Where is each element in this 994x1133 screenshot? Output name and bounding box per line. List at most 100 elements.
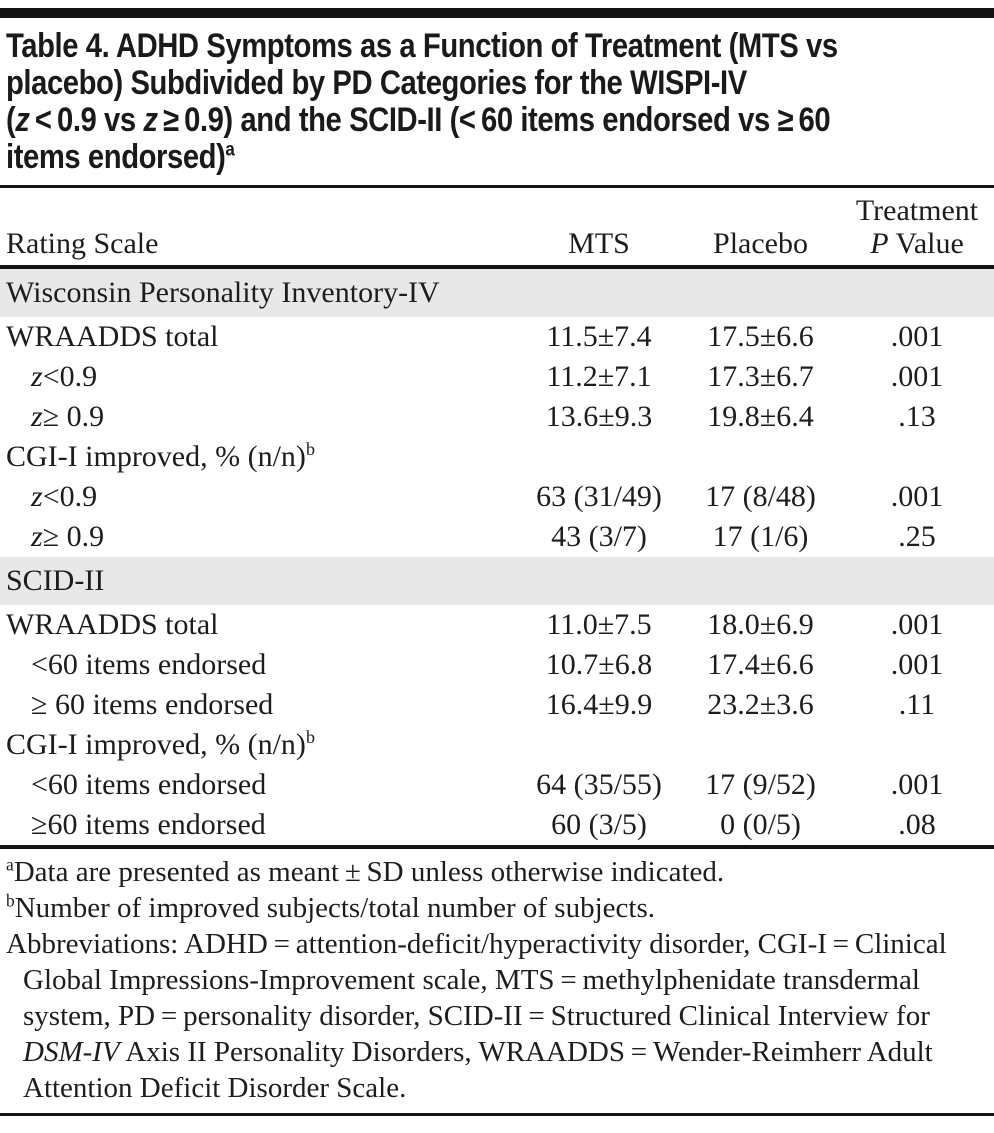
footnotes-divider: [0, 845, 994, 849]
cell-placebo: 0 (0/5): [720, 808, 801, 841]
cell-p-value: .13: [898, 400, 936, 433]
footnote-b: bNumber of improved subjects/total numbe…: [6, 890, 988, 926]
row-label: z≥ 0.9: [0, 397, 517, 437]
cell-mts: [517, 725, 681, 765]
cell-placebo: 17.3±6.7: [707, 360, 814, 393]
cell-p-value: [840, 725, 994, 765]
title-text: < 0.9 vs: [29, 101, 144, 139]
bottom-rule: [0, 1113, 994, 1116]
header-row: Rating Scale MTS Placebo Treatment P Val…: [0, 188, 994, 269]
title-text: items endorsed): [6, 138, 226, 176]
cell-placebo: 23.2±3.6: [707, 688, 814, 721]
table-row: WRAADDS total 11.0±7.5 18.0±6.9 .001: [0, 605, 994, 645]
column-header-placebo: Placebo: [681, 188, 840, 269]
column-header-mts: MTS: [517, 188, 681, 269]
cell-placebo: 17.5±6.6: [707, 320, 814, 353]
italic-z: z: [15, 101, 30, 139]
cell-p-value: .08: [898, 808, 936, 841]
title-line-3: (z < 0.9 vs z ≥ 0.9) and the SCID-II (< …: [6, 102, 987, 139]
footnote-text: Axis II Personality Disorders, WRAADDS =…: [23, 1036, 933, 1104]
cell-p-value: [840, 437, 994, 477]
footnote-marker-b: b: [305, 727, 315, 747]
cell-mts: 11.2±7.1: [546, 360, 652, 393]
section-header-label: Wisconsin Personality Inventory-IV: [0, 267, 994, 317]
cell-placebo: [681, 437, 840, 477]
cell-placebo: [681, 725, 840, 765]
row-label-text: <60 items endorsed: [31, 648, 267, 681]
row-label: CGI-I improved, % (n/n)b: [0, 437, 517, 477]
column-header-p-value: Treatment P Value: [840, 188, 994, 269]
title-line-2: placebo) Subdivided by PD Categories for…: [6, 65, 987, 102]
footnote-marker-b: b: [305, 439, 315, 459]
footnote-marker-a: a: [6, 854, 14, 875]
row-label: z≥ 0.9: [0, 517, 517, 557]
row-label: <60 items endorsed: [0, 765, 517, 805]
italic-z: z: [143, 101, 158, 139]
cell-mts: 63 (31/49): [536, 480, 662, 513]
row-label-text: <0.9: [42, 360, 98, 393]
row-label: <60 items endorsed: [0, 645, 517, 685]
data-table: Rating Scale MTS Placebo Treatment P Val…: [0, 188, 994, 845]
cell-p-value: .001: [890, 648, 944, 681]
italic-z: z: [31, 360, 43, 393]
footnote-marker-a: a: [225, 138, 235, 161]
header-label: MTS: [568, 227, 630, 260]
row-label-text: ≥60 items endorsed: [31, 808, 266, 841]
table-row: ≥60 items endorsed 60 (3/5) 0 (0/5) .08: [0, 805, 994, 845]
italic-dsm-iv: DSM-IV: [23, 1036, 120, 1068]
header-label-p-value: P Value: [840, 227, 994, 260]
cell-p-value: .25: [898, 520, 936, 553]
header-label: Placebo: [713, 227, 808, 260]
cell-placebo: 17 (9/52): [705, 768, 816, 801]
cell-p-value: .001: [890, 360, 944, 393]
cell-p-value: .11: [898, 688, 936, 721]
row-label: z<0.9: [0, 357, 517, 397]
cell-mts: 13.6±9.3: [545, 400, 653, 433]
cell-mts: [517, 437, 681, 477]
cell-p-value: .001: [890, 320, 944, 353]
row-label-text: ≥ 60 items endorsed: [31, 688, 274, 721]
table-row: <60 items endorsed 10.7±6.8 17.4±6.6 .00…: [0, 645, 994, 685]
cell-placebo: 17 (8/48): [705, 480, 816, 513]
cell-mts: 64 (35/55): [536, 768, 662, 801]
table-row: CGI-I improved, % (n/n)b: [0, 437, 994, 477]
section-row-wispi: Wisconsin Personality Inventory-IV: [0, 267, 994, 317]
table-body: Wisconsin Personality Inventory-IV WRAAD…: [0, 267, 994, 845]
cell-mts: 11.0±7.5: [546, 608, 652, 641]
row-label: ≥60 items endorsed: [0, 805, 517, 845]
footnote-marker-b: b: [6, 890, 15, 911]
title-text: ≥ 0.9) and the SCID-II (< 60 items endor…: [157, 101, 831, 139]
header-label: Value: [888, 227, 964, 260]
italic-z: z: [31, 520, 43, 553]
cell-placebo: 19.8±6.4: [707, 400, 814, 433]
row-label-text: <0.9: [42, 480, 98, 513]
table-row: z≥ 0.9 43 (3/7) 17 (1/6) .25: [0, 517, 994, 557]
row-label-text: WRAADDS total: [6, 320, 219, 353]
title-divider: [0, 185, 994, 188]
footnote-a: aData are presented as meant ± SD unless…: [6, 854, 988, 890]
row-label-text: ≥ 0.9: [42, 520, 105, 553]
title-line-1: Table 4. ADHD Symptoms as a Function of …: [6, 28, 987, 65]
cell-p-value: .001: [890, 480, 944, 513]
footnote-abbreviations: Abbreviations: ADHD = attention-deficit/…: [6, 926, 988, 1106]
title-text: (: [6, 101, 16, 139]
cell-mts: 10.7±6.8: [545, 648, 653, 681]
footnote-text: Data are presented as meant ± SD unless …: [13, 856, 725, 888]
cell-p-value: .001: [890, 768, 944, 801]
section-header-label: SCID-II: [0, 557, 994, 605]
row-label-text: ≥ 0.9: [42, 400, 105, 433]
table-row: z<0.9 11.2±7.1 17.3±6.7 .001: [0, 357, 994, 397]
header-label: Rating Scale: [6, 227, 159, 260]
header-label-treatment: Treatment: [855, 194, 979, 227]
row-label-text: CGI-I improved, % (n/n): [6, 728, 306, 761]
top-rule: [0, 8, 994, 18]
cell-mts: 43 (3/7): [551, 520, 647, 553]
row-label-text: <60 items endorsed: [31, 768, 267, 801]
table-row: ≥ 60 items endorsed 16.4±9.9 23.2±3.6 .1…: [0, 685, 994, 725]
title-block: Table 4. ADHD Symptoms as a Function of …: [0, 18, 994, 185]
cell-placebo: 18.0±6.9: [707, 608, 814, 641]
row-label: z<0.9: [0, 477, 517, 517]
table-title: Table 4. ADHD Symptoms as a Function of …: [6, 28, 987, 176]
title-text: placebo) Subdivided by PD Categories for…: [6, 64, 747, 102]
